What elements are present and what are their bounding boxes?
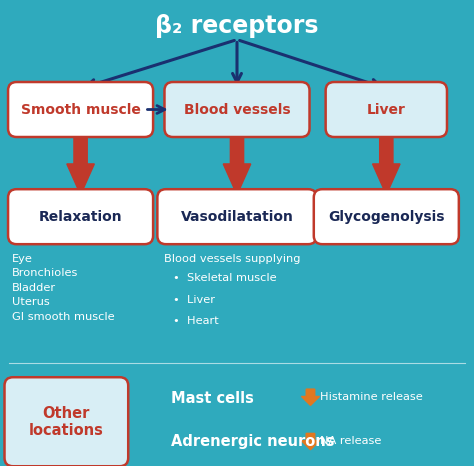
Polygon shape	[301, 389, 319, 405]
Text: Glycogenolysis: Glycogenolysis	[328, 210, 445, 224]
FancyBboxPatch shape	[326, 82, 447, 137]
FancyBboxPatch shape	[5, 377, 128, 466]
Text: •  Skeletal muscle: • Skeletal muscle	[173, 273, 277, 282]
Text: •  Heart: • Heart	[173, 316, 219, 326]
FancyBboxPatch shape	[314, 189, 459, 244]
Polygon shape	[223, 130, 251, 195]
Polygon shape	[373, 130, 400, 195]
Text: Histamine release: Histamine release	[320, 392, 423, 402]
Text: Blood vessels supplying: Blood vessels supplying	[164, 254, 300, 264]
Text: Other
locations: Other locations	[29, 405, 104, 438]
Text: β₂ receptors: β₂ receptors	[155, 14, 319, 38]
Text: Adrenergic neurons: Adrenergic neurons	[171, 434, 334, 449]
Text: Blood vessels: Blood vessels	[184, 103, 290, 116]
Text: NA release: NA release	[320, 436, 381, 446]
Polygon shape	[67, 130, 94, 195]
FancyBboxPatch shape	[164, 82, 310, 137]
Text: Smooth muscle: Smooth muscle	[21, 103, 140, 116]
FancyBboxPatch shape	[8, 82, 153, 137]
Text: •  Liver: • Liver	[173, 295, 215, 304]
FancyBboxPatch shape	[8, 189, 153, 244]
FancyBboxPatch shape	[157, 189, 317, 244]
Polygon shape	[301, 433, 319, 450]
Text: Liver: Liver	[367, 103, 406, 116]
Text: Eye
Bronchioles
Bladder
Uterus
GI smooth muscle: Eye Bronchioles Bladder Uterus GI smooth…	[12, 254, 115, 322]
Text: Mast cells: Mast cells	[171, 391, 254, 406]
Text: Vasodilatation: Vasodilatation	[181, 210, 293, 224]
Text: Relaxation: Relaxation	[39, 210, 122, 224]
